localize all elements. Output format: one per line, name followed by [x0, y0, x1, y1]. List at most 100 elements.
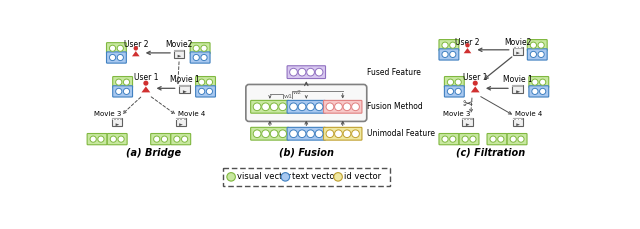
- Circle shape: [109, 45, 116, 51]
- Bar: [112, 118, 122, 120]
- Bar: [513, 119, 515, 120]
- Circle shape: [182, 136, 188, 142]
- Circle shape: [161, 136, 168, 142]
- Circle shape: [193, 55, 199, 61]
- FancyBboxPatch shape: [251, 127, 289, 140]
- Bar: [176, 119, 177, 120]
- Text: Movie 3: Movie 3: [94, 112, 122, 117]
- Bar: [112, 118, 122, 126]
- Circle shape: [316, 68, 323, 76]
- Circle shape: [279, 103, 287, 111]
- Polygon shape: [516, 52, 520, 55]
- Text: Movie 4: Movie 4: [178, 112, 205, 117]
- Circle shape: [116, 88, 122, 95]
- Circle shape: [307, 103, 314, 111]
- Circle shape: [206, 79, 212, 85]
- Circle shape: [343, 130, 351, 138]
- Polygon shape: [116, 123, 119, 126]
- FancyBboxPatch shape: [444, 76, 464, 88]
- Text: Movie2: Movie2: [504, 38, 532, 47]
- Circle shape: [143, 81, 148, 86]
- Bar: [513, 47, 523, 49]
- Circle shape: [335, 103, 342, 111]
- Bar: [462, 118, 472, 120]
- Circle shape: [470, 136, 476, 142]
- Bar: [182, 119, 184, 120]
- Bar: [513, 85, 524, 87]
- FancyBboxPatch shape: [171, 134, 191, 145]
- FancyBboxPatch shape: [439, 49, 459, 60]
- Circle shape: [290, 68, 298, 76]
- Bar: [179, 119, 180, 120]
- FancyBboxPatch shape: [439, 134, 459, 145]
- FancyBboxPatch shape: [444, 86, 464, 97]
- Circle shape: [447, 88, 454, 95]
- Polygon shape: [183, 90, 187, 93]
- FancyBboxPatch shape: [113, 86, 132, 97]
- Polygon shape: [141, 86, 150, 92]
- Circle shape: [447, 79, 454, 85]
- Text: Movie 1: Movie 1: [170, 75, 200, 84]
- FancyBboxPatch shape: [190, 52, 210, 63]
- Bar: [463, 119, 464, 120]
- FancyBboxPatch shape: [246, 85, 367, 121]
- FancyBboxPatch shape: [108, 134, 127, 145]
- Circle shape: [290, 103, 298, 111]
- Circle shape: [450, 51, 456, 57]
- Circle shape: [498, 136, 504, 142]
- Circle shape: [124, 88, 129, 95]
- Circle shape: [490, 136, 496, 142]
- FancyBboxPatch shape: [529, 86, 548, 97]
- Circle shape: [117, 55, 124, 61]
- Text: User 2: User 2: [455, 38, 480, 47]
- Polygon shape: [516, 123, 520, 126]
- Circle shape: [298, 130, 306, 138]
- FancyBboxPatch shape: [150, 134, 170, 145]
- Text: (a) Bridge: (a) Bridge: [126, 148, 181, 158]
- FancyBboxPatch shape: [287, 100, 326, 113]
- Bar: [174, 50, 184, 52]
- Circle shape: [117, 45, 124, 51]
- Text: Movie 1: Movie 1: [503, 75, 532, 84]
- Bar: [466, 119, 467, 120]
- Text: Fused Feature: Fused Feature: [367, 68, 420, 77]
- Bar: [179, 85, 190, 87]
- FancyBboxPatch shape: [323, 100, 362, 113]
- FancyBboxPatch shape: [323, 127, 362, 140]
- Bar: [119, 119, 120, 120]
- Text: id vector: id vector: [344, 172, 381, 181]
- Bar: [513, 47, 515, 48]
- Circle shape: [154, 136, 160, 142]
- Circle shape: [98, 136, 104, 142]
- Circle shape: [279, 130, 287, 138]
- Bar: [116, 119, 117, 120]
- Circle shape: [518, 136, 524, 142]
- Circle shape: [253, 103, 261, 111]
- FancyBboxPatch shape: [196, 86, 216, 97]
- Circle shape: [270, 103, 278, 111]
- FancyBboxPatch shape: [106, 52, 126, 63]
- Circle shape: [227, 173, 236, 181]
- FancyBboxPatch shape: [87, 134, 107, 145]
- Circle shape: [462, 136, 468, 142]
- Circle shape: [307, 130, 314, 138]
- Circle shape: [201, 45, 207, 51]
- Text: text vector: text vector: [292, 172, 337, 181]
- FancyBboxPatch shape: [223, 168, 390, 186]
- Circle shape: [281, 173, 290, 181]
- Text: w2: w2: [292, 90, 301, 95]
- Circle shape: [442, 51, 448, 57]
- FancyBboxPatch shape: [527, 49, 547, 60]
- Circle shape: [531, 51, 536, 57]
- Bar: [175, 118, 186, 126]
- Text: w1: w1: [284, 93, 293, 98]
- Circle shape: [343, 103, 351, 111]
- Bar: [469, 119, 470, 120]
- Circle shape: [298, 103, 306, 111]
- Bar: [174, 50, 184, 57]
- FancyBboxPatch shape: [527, 40, 547, 51]
- Circle shape: [531, 42, 536, 48]
- Bar: [462, 118, 472, 126]
- Circle shape: [174, 136, 180, 142]
- Circle shape: [134, 46, 138, 51]
